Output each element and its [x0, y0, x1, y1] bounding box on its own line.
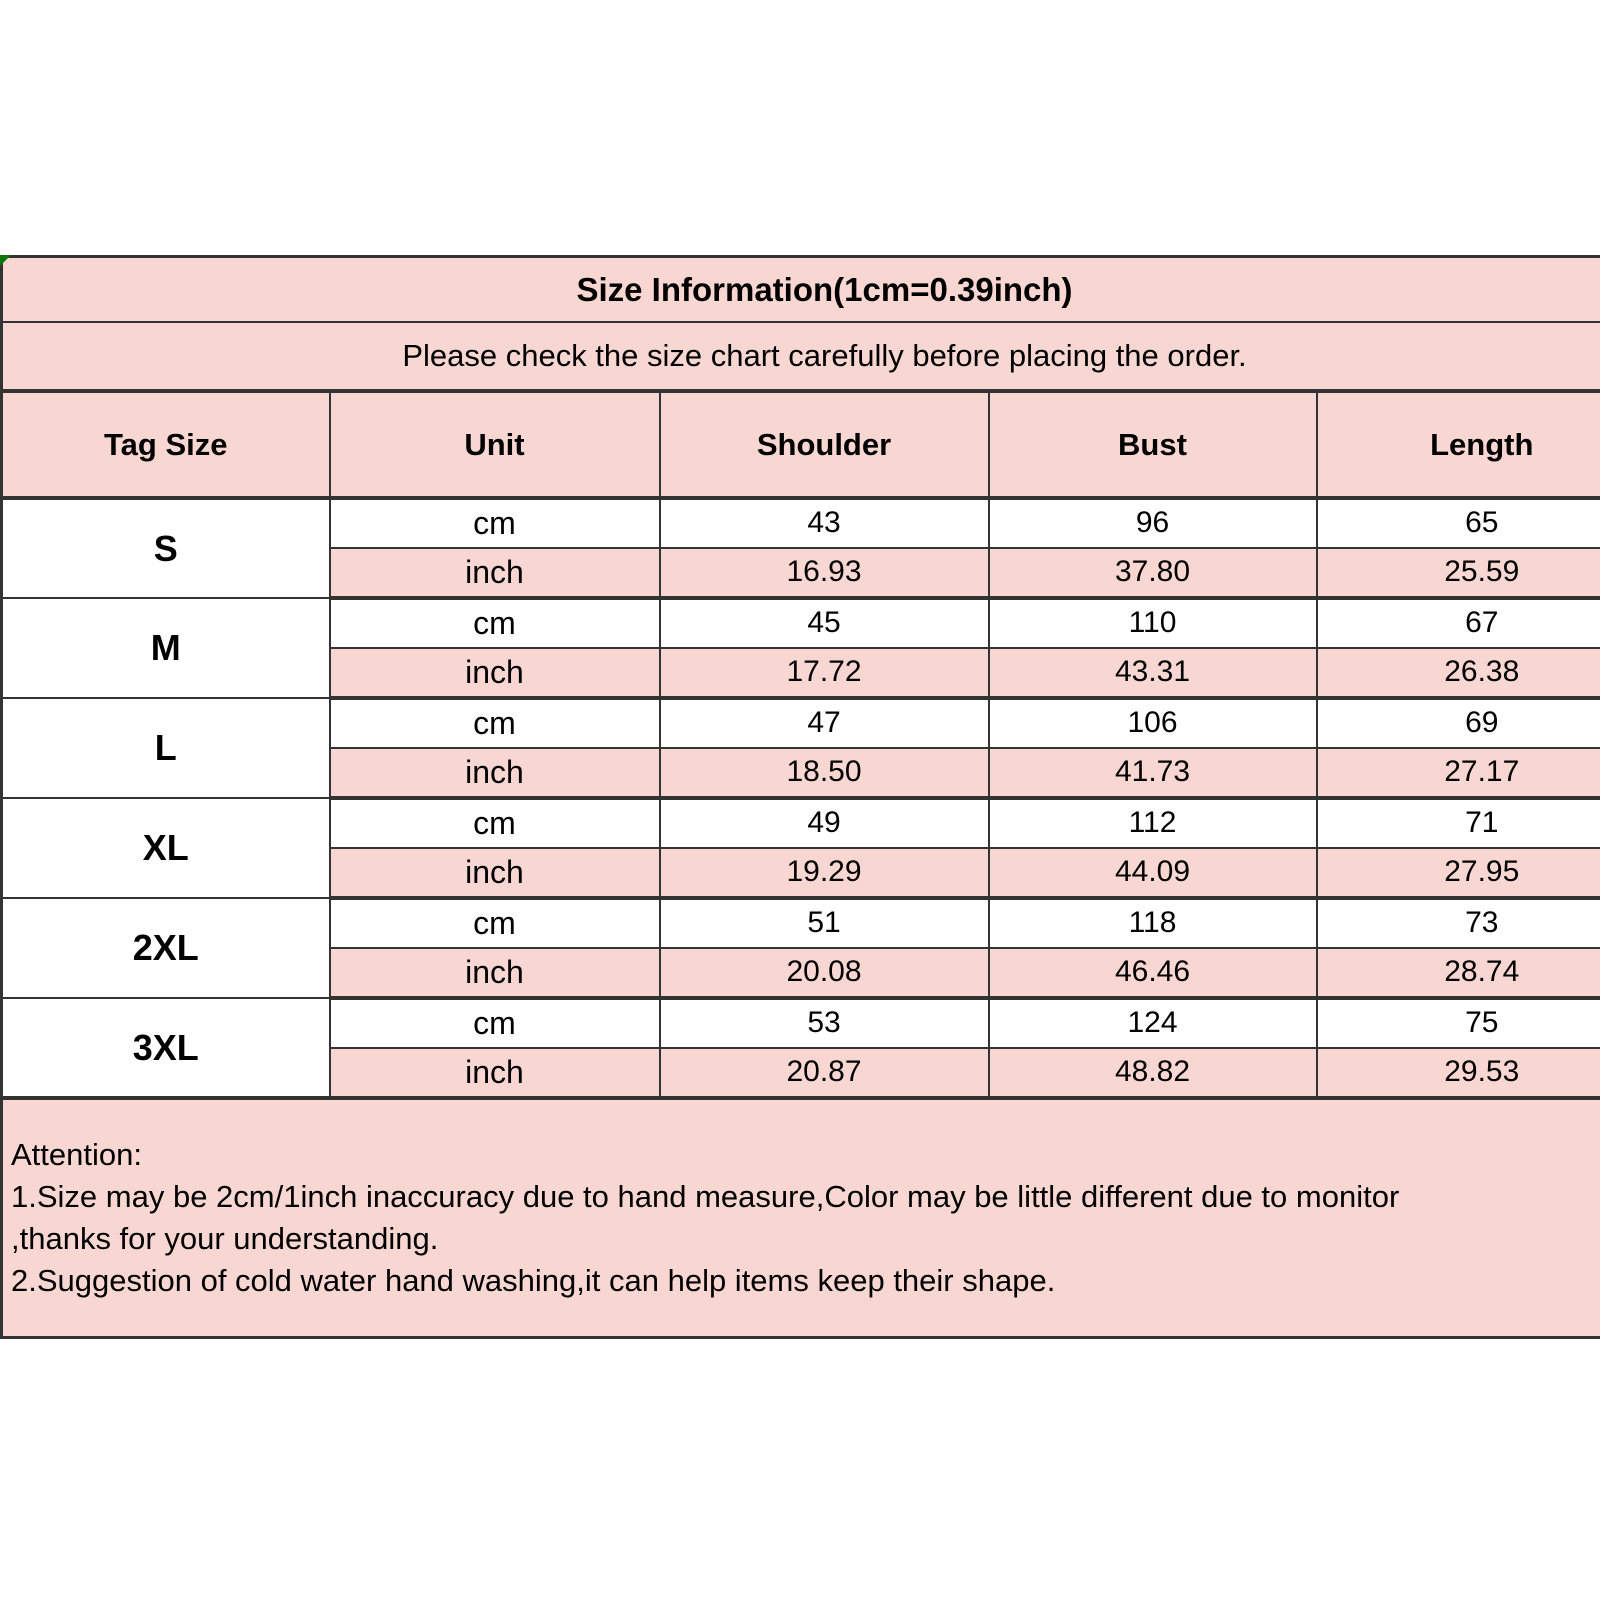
size-row-2xl-cm: 2XL cm 51 118 73: [0, 897, 1600, 999]
3xl-shoulder-inch: 20.87: [658, 1047, 990, 1100]
l-shoulder-inch: 18.50: [658, 747, 990, 800]
xl-length-cm: 71: [1315, 797, 1600, 849]
m-bust-inch: 43.31: [987, 647, 1318, 700]
size-table: Size Information(1cm=0.39inch) Please ch…: [0, 255, 1600, 1339]
m-shoulder-cm: 45: [658, 597, 990, 649]
page-title: Size Information(1cm=0.39inch): [0, 255, 1600, 323]
col-header-unit: Unit: [328, 390, 661, 500]
3xl-length-inch: 29.53: [1315, 1047, 1600, 1100]
s-shoulder-inch: 16.93: [658, 547, 990, 600]
size-row-l-inch: inch 18.50 41.73 27.17: [2, 747, 1600, 800]
size-row-2xl-inch: inch 20.08 46.46 28.74: [2, 947, 1600, 1000]
xl-bust-cm: 112: [987, 797, 1318, 849]
unit-cm-label: cm: [328, 497, 661, 549]
3xl-bust-cm: 124: [987, 997, 1318, 1049]
tag-size-2xl: 2XL: [0, 897, 331, 999]
xl-shoulder-cm: 49: [658, 797, 990, 849]
size-chart-sheet: Size Information(1cm=0.39inch) Please ch…: [0, 255, 1600, 1339]
unit-inch-label: inch: [328, 847, 661, 900]
green-corner-marker-icon: [0, 255, 11, 266]
size-row-s-cm: S cm 43 96 65: [0, 497, 1600, 599]
unit-cm-label: cm: [328, 697, 661, 749]
tag-size-xl: XL: [0, 797, 331, 899]
attention-note: Attention: 1.Size may be 2cm/1inch inacc…: [0, 1096, 1600, 1339]
2xl-shoulder-inch: 20.08: [658, 947, 990, 1000]
s-bust-inch: 37.80: [987, 547, 1318, 600]
3xl-shoulder-cm: 53: [658, 997, 990, 1049]
unit-inch-label: inch: [328, 547, 661, 600]
col-header-tag-size: Tag Size: [0, 390, 331, 500]
m-length-cm: 67: [1315, 597, 1600, 649]
unit-inch-label: inch: [328, 947, 661, 1000]
unit-cm-label: cm: [328, 897, 661, 949]
unit-inch-label: inch: [328, 1047, 661, 1100]
unit-inch-label: inch: [328, 647, 661, 700]
size-row-m-inch: inch 17.72 43.31 26.38: [2, 647, 1600, 700]
unit-cm-label: cm: [328, 997, 661, 1049]
unit-cm-label: cm: [328, 597, 661, 649]
size-row-3xl-inch: inch 20.87 48.82 29.53: [2, 1047, 1600, 1100]
size-row-3xl-cm: 3XL cm 53 124 75: [0, 997, 1600, 1099]
2xl-length-inch: 28.74: [1315, 947, 1600, 1000]
m-shoulder-inch: 17.72: [658, 647, 990, 700]
size-row-xl-cm: XL cm 49 112 71: [0, 797, 1600, 899]
tag-size-s: S: [0, 497, 331, 599]
xl-bust-inch: 44.09: [987, 847, 1318, 900]
size-row-m-cm: M cm 45 110 67: [0, 597, 1600, 699]
col-header-bust: Bust: [987, 390, 1318, 500]
m-length-inch: 26.38: [1315, 647, 1600, 700]
s-length-inch: 25.59: [1315, 547, 1600, 600]
size-row-l-cm: L cm 47 106 69: [0, 697, 1600, 799]
unit-inch-label: inch: [328, 747, 661, 800]
2xl-length-cm: 73: [1315, 897, 1600, 949]
title-row: Size Information(1cm=0.39inch): [0, 255, 1600, 323]
l-length-inch: 27.17: [1315, 747, 1600, 800]
3xl-length-cm: 75: [1315, 997, 1600, 1049]
s-shoulder-cm: 43: [658, 497, 990, 549]
unit-cm-label: cm: [328, 797, 661, 849]
col-header-length: Length: [1315, 390, 1600, 500]
column-header-row: Tag Size Unit Shoulder Bust Length: [0, 390, 1600, 500]
attention-line-1: 1.Size may be 2cm/1inch inaccuracy due t…: [11, 1179, 1400, 1214]
l-shoulder-cm: 47: [658, 697, 990, 749]
l-bust-cm: 106: [987, 697, 1318, 749]
col-header-shoulder: Shoulder: [658, 390, 990, 500]
l-bust-inch: 41.73: [987, 747, 1318, 800]
l-length-cm: 69: [1315, 697, 1600, 749]
subtitle-row: Please check the size chart carefully be…: [0, 321, 1600, 393]
2xl-bust-cm: 118: [987, 897, 1318, 949]
2xl-bust-inch: 46.46: [987, 947, 1318, 1000]
xl-length-inch: 27.95: [1315, 847, 1600, 900]
size-row-xl-inch: inch 19.29 44.09 27.95: [2, 847, 1600, 900]
s-bust-cm: 96: [987, 497, 1318, 549]
attention-row: Attention: 1.Size may be 2cm/1inch inacc…: [0, 1096, 1600, 1339]
attention-line-3: 2.Suggestion of cold water hand washing,…: [11, 1263, 1056, 1298]
page-subtitle: Please check the size chart carefully be…: [0, 321, 1600, 393]
2xl-shoulder-cm: 51: [658, 897, 990, 949]
tag-size-m: M: [0, 597, 331, 699]
xl-shoulder-inch: 19.29: [658, 847, 990, 900]
attention-heading: Attention:: [11, 1137, 142, 1172]
size-row-s-inch: inch 16.93 37.80 25.59: [2, 547, 1600, 600]
s-length-cm: 65: [1315, 497, 1600, 549]
tag-size-3xl: 3XL: [0, 997, 331, 1099]
attention-line-2: ,thanks for your understanding.: [11, 1221, 439, 1256]
m-bust-cm: 110: [987, 597, 1318, 649]
3xl-bust-inch: 48.82: [987, 1047, 1318, 1100]
tag-size-l: L: [0, 697, 331, 799]
